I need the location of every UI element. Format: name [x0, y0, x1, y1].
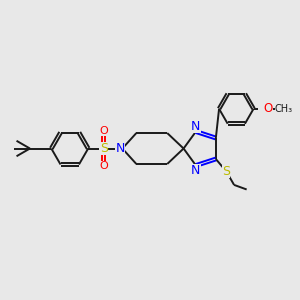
Text: N: N: [191, 120, 201, 133]
Text: O: O: [99, 126, 108, 136]
Text: O: O: [264, 102, 273, 115]
Text: CH₃: CH₃: [275, 104, 293, 114]
Text: N: N: [191, 164, 201, 177]
Text: O: O: [99, 161, 108, 171]
Text: S: S: [100, 142, 108, 155]
Text: N: N: [115, 142, 125, 155]
Text: S: S: [222, 165, 230, 178]
